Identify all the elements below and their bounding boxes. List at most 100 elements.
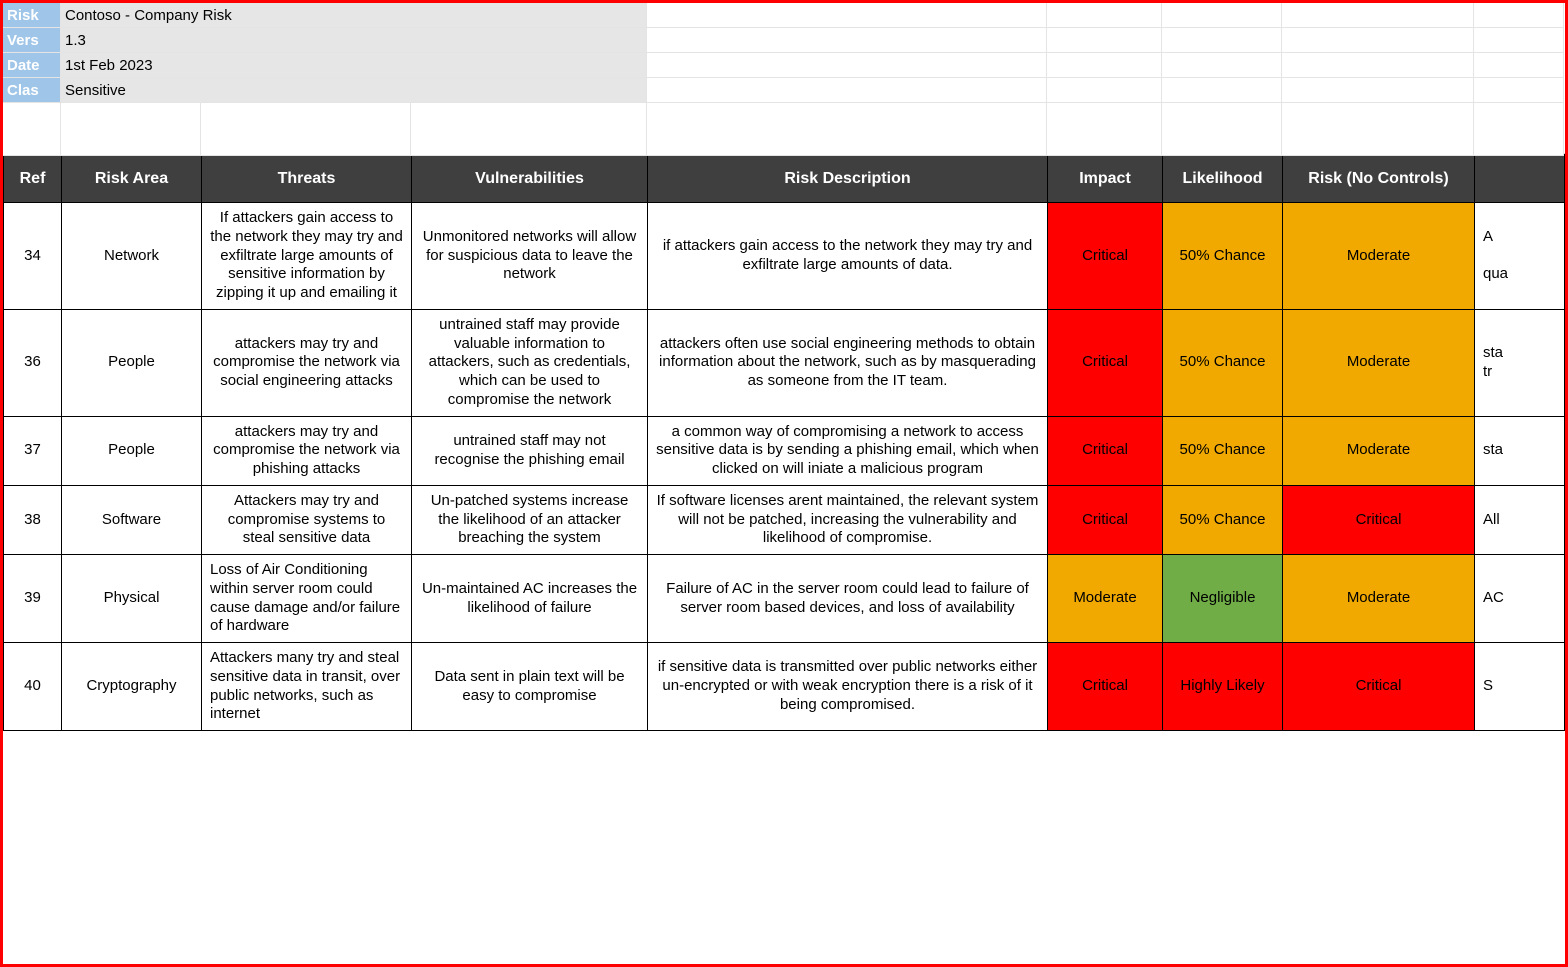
blank-cell[interactable] — [647, 28, 1047, 53]
cell-area[interactable]: Physical — [62, 555, 202, 643]
blank-cell[interactable] — [1282, 28, 1474, 53]
blank-cell[interactable] — [1474, 128, 1564, 156]
cell-vuln[interactable]: Un-maintained AC increases the likelihoo… — [412, 555, 648, 643]
cell-desc[interactable]: if attackers gain access to the network … — [648, 203, 1048, 310]
cell-likelihood[interactable]: Highly Likely — [1163, 643, 1283, 731]
meta-value-date[interactable]: 1st Feb 2023 — [61, 53, 647, 78]
blank-cell[interactable] — [647, 78, 1047, 103]
blank-cell[interactable] — [647, 53, 1047, 78]
blank-cell[interactable] — [1282, 3, 1474, 28]
cell-extra[interactable]: S — [1475, 643, 1565, 731]
cell-area[interactable]: People — [62, 309, 202, 416]
cell-risk-no-controls[interactable]: Moderate — [1283, 555, 1475, 643]
blank-cell[interactable] — [647, 103, 1047, 131]
blank-cell[interactable] — [201, 128, 411, 156]
blank-cell[interactable] — [1047, 103, 1162, 131]
col-header-like[interactable]: Likelihood — [1163, 155, 1283, 203]
blank-cell[interactable] — [647, 128, 1047, 156]
blank-cell[interactable] — [1474, 78, 1564, 103]
cell-area[interactable]: People — [62, 416, 202, 485]
blank-cell[interactable] — [1474, 53, 1564, 78]
blank-cell[interactable] — [1162, 28, 1282, 53]
cell-extra[interactable]: A qua — [1475, 203, 1565, 310]
blank-cell[interactable] — [3, 128, 61, 156]
blank-cell[interactable] — [1162, 128, 1282, 156]
cell-vuln[interactable]: Data sent in plain text will be easy to … — [412, 643, 648, 731]
col-header-impact[interactable]: Impact — [1048, 155, 1163, 203]
blank-cell[interactable] — [1282, 103, 1474, 131]
col-header-threats[interactable]: Threats — [202, 155, 412, 203]
blank-cell[interactable] — [1474, 28, 1564, 53]
cell-vuln[interactable]: untrained staff may provide valuable inf… — [412, 309, 648, 416]
cell-vuln[interactable]: Unmonitored networks will allow for susp… — [412, 203, 648, 310]
meta-value-clas[interactable]: Sensitive — [61, 78, 647, 103]
cell-impact[interactable]: Critical — [1048, 309, 1163, 416]
blank-cell[interactable] — [1282, 128, 1474, 156]
cell-desc[interactable]: Failure of AC in the server room could l… — [648, 555, 1048, 643]
blank-cell[interactable] — [1047, 53, 1162, 78]
col-header-ref[interactable]: Ref — [4, 155, 62, 203]
col-header-area[interactable]: Risk Area — [62, 155, 202, 203]
cell-threats[interactable]: attackers may try and compromise the net… — [202, 309, 412, 416]
cell-risk-no-controls[interactable]: Critical — [1283, 643, 1475, 731]
cell-ref[interactable]: 40 — [4, 643, 62, 731]
cell-desc[interactable]: If software licenses arent maintained, t… — [648, 485, 1048, 554]
blank-cell[interactable] — [1474, 103, 1564, 131]
cell-threats[interactable]: If attackers gain access to the network … — [202, 203, 412, 310]
col-header-extra[interactable] — [1475, 155, 1565, 203]
cell-likelihood[interactable]: Negligible — [1163, 555, 1283, 643]
blank-cell[interactable] — [1162, 3, 1282, 28]
cell-likelihood[interactable]: 50% Chance — [1163, 203, 1283, 310]
cell-area[interactable]: Network — [62, 203, 202, 310]
cell-desc[interactable]: if sensitive data is transmitted over pu… — [648, 643, 1048, 731]
blank-cell[interactable] — [1282, 53, 1474, 78]
blank-cell[interactable] — [1047, 28, 1162, 53]
col-header-vuln[interactable]: Vulnerabilities — [412, 155, 648, 203]
cell-ref[interactable]: 38 — [4, 485, 62, 554]
cell-extra[interactable]: sta tr — [1475, 309, 1565, 416]
cell-impact[interactable]: Critical — [1048, 485, 1163, 554]
blank-cell[interactable] — [61, 103, 201, 131]
cell-ref[interactable]: 34 — [4, 203, 62, 310]
cell-ref[interactable]: 39 — [4, 555, 62, 643]
cell-ref[interactable]: 37 — [4, 416, 62, 485]
cell-extra[interactable]: sta — [1475, 416, 1565, 485]
blank-cell[interactable] — [201, 103, 411, 131]
meta-value-vers[interactable]: 1.3 — [61, 28, 647, 53]
cell-threats[interactable]: attackers may try and compromise the net… — [202, 416, 412, 485]
cell-vuln[interactable]: Un-patched systems increase the likeliho… — [412, 485, 648, 554]
blank-cell[interactable] — [411, 103, 647, 131]
cell-threats[interactable]: Loss of Air Conditioning within server r… — [202, 555, 412, 643]
blank-cell[interactable] — [411, 128, 647, 156]
blank-cell[interactable] — [61, 128, 201, 156]
blank-cell[interactable] — [3, 103, 61, 131]
cell-impact[interactable]: Critical — [1048, 643, 1163, 731]
cell-impact[interactable]: Moderate — [1048, 555, 1163, 643]
col-header-desc[interactable]: Risk Description — [648, 155, 1048, 203]
cell-area[interactable]: Cryptography — [62, 643, 202, 731]
cell-likelihood[interactable]: 50% Chance — [1163, 485, 1283, 554]
cell-threats[interactable]: Attackers many try and steal sensitive d… — [202, 643, 412, 731]
cell-impact[interactable]: Critical — [1048, 416, 1163, 485]
blank-cell[interactable] — [1047, 3, 1162, 28]
meta-value-risk[interactable]: Contoso - Company Risk — [61, 3, 647, 28]
blank-cell[interactable] — [1162, 78, 1282, 103]
cell-likelihood[interactable]: 50% Chance — [1163, 309, 1283, 416]
cell-desc[interactable]: a common way of compromising a network t… — [648, 416, 1048, 485]
cell-area[interactable]: Software — [62, 485, 202, 554]
blank-cell[interactable] — [1047, 78, 1162, 103]
cell-risk-no-controls[interactable]: Moderate — [1283, 203, 1475, 310]
cell-threats[interactable]: Attackers may try and compromise systems… — [202, 485, 412, 554]
blank-cell[interactable] — [1162, 103, 1282, 131]
blank-cell[interactable] — [647, 3, 1047, 28]
cell-impact[interactable]: Critical — [1048, 203, 1163, 310]
blank-cell[interactable] — [1282, 78, 1474, 103]
blank-cell[interactable] — [1047, 128, 1162, 156]
cell-likelihood[interactable]: 50% Chance — [1163, 416, 1283, 485]
cell-risk-no-controls[interactable]: Critical — [1283, 485, 1475, 554]
cell-extra[interactable]: AC — [1475, 555, 1565, 643]
cell-extra[interactable]: All — [1475, 485, 1565, 554]
blank-cell[interactable] — [1162, 53, 1282, 78]
cell-ref[interactable]: 36 — [4, 309, 62, 416]
cell-risk-no-controls[interactable]: Moderate — [1283, 309, 1475, 416]
